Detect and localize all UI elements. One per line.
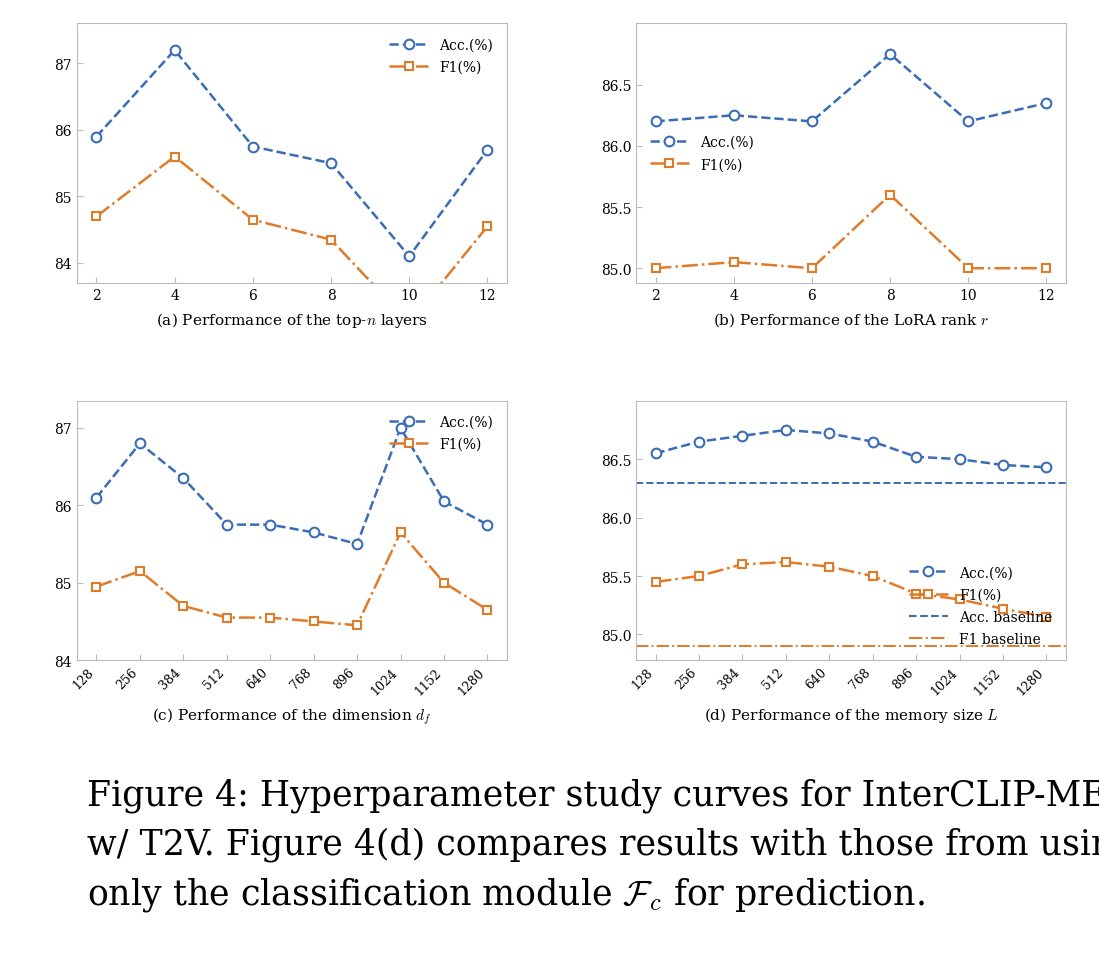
Legend: Acc.(%), F1(%): Acc.(%), F1(%) (643, 129, 761, 179)
Legend: Acc.(%), F1(%), Acc. baseline, F1 baseline: Acc.(%), F1(%), Acc. baseline, F1 baseli… (902, 558, 1059, 653)
X-axis label: (b) Performance of the LoRA rank $r$: (b) Performance of the LoRA rank $r$ (713, 311, 989, 329)
Text: Figure 4: Hyperparameter study curves for InterCLIP-MEP
w/ T2V. Figure 4(d) comp: Figure 4: Hyperparameter study curves fo… (87, 778, 1099, 912)
Legend: Acc.(%), F1(%): Acc.(%), F1(%) (382, 408, 500, 459)
X-axis label: (a) Performance of the top-$n$ layers: (a) Performance of the top-$n$ layers (156, 311, 428, 330)
X-axis label: (c) Performance of the dimension $d_f$: (c) Performance of the dimension $d_f$ (152, 705, 432, 726)
X-axis label: (d) Performance of the memory size $L$: (d) Performance of the memory size $L$ (703, 705, 998, 725)
Legend: Acc.(%), F1(%): Acc.(%), F1(%) (382, 31, 500, 81)
